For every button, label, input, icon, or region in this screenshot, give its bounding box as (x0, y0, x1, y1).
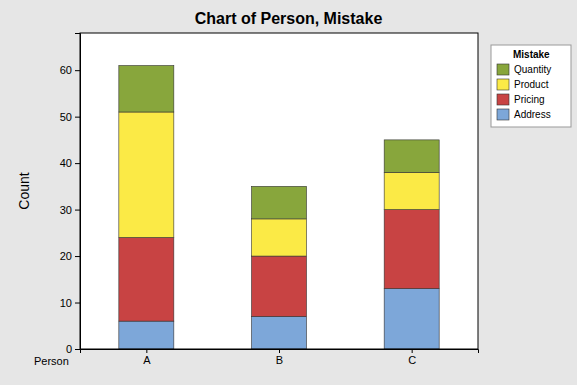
legend-swatch (497, 64, 509, 75)
y-tick-mark (75, 256, 80, 257)
bar-segment (119, 112, 174, 237)
y-tick-label: 40 (60, 157, 72, 169)
y-tick-label: 60 (60, 64, 72, 76)
legend: Mistake Quantity Product Pricing Address (491, 45, 571, 127)
bar-segment (252, 316, 307, 349)
x-axis: A B C (81, 349, 479, 366)
x-tick-label: B (276, 354, 283, 366)
bar-segment (119, 321, 174, 349)
bar-segment (384, 140, 439, 173)
background (0, 0, 577, 385)
legend-swatch (497, 79, 509, 90)
bar-segment (119, 237, 174, 321)
y-tick-mark (75, 70, 80, 71)
bar-segment (384, 172, 439, 209)
y-tick-mark (75, 117, 80, 118)
y-tick-label: 20 (60, 250, 72, 262)
legend-label: Pricing (514, 94, 545, 105)
y-tick-mark (75, 303, 80, 304)
y-tick-label: 10 (60, 297, 72, 309)
y-tick: 10 (60, 297, 80, 309)
y-tick-mark (75, 163, 80, 164)
y-axis: 0 10 20 30 40 50 60 (60, 34, 81, 356)
bar-segment (384, 289, 439, 349)
x-tick: B (276, 349, 283, 366)
legend-title: Mistake (513, 49, 550, 60)
y-axis-line (75, 34, 81, 350)
bar-segment (384, 210, 439, 289)
y-tick-label: 0 (66, 343, 72, 355)
y-tick: 20 (60, 250, 80, 262)
y-tick-label: 50 (60, 111, 72, 123)
x-tick: C (408, 349, 416, 366)
title: Chart of Person, Mistake (195, 10, 383, 27)
y-tick: 30 (60, 204, 80, 216)
x-tick-mark (146, 349, 147, 353)
legend-label: Address (514, 109, 551, 120)
legend-swatch (497, 109, 509, 120)
y-tick-label: 30 (60, 204, 72, 216)
legend-swatch (497, 94, 509, 105)
x-axis-line (81, 350, 479, 354)
x-tick-label: A (143, 354, 151, 366)
x-tick-label: C (408, 354, 416, 366)
legend-label: Quantity (514, 64, 551, 75)
bar-segment (252, 219, 307, 256)
x-tick: A (143, 349, 151, 366)
bar-segment (119, 66, 174, 112)
x-tick-mark (412, 349, 413, 353)
x-axis-title: Person (34, 355, 69, 367)
chart: 0 10 20 30 40 50 60 A B C Chart of Person, Mistake… (0, 0, 577, 385)
y-tick-mark (75, 349, 80, 350)
plot-frame (80, 33, 478, 349)
bar-segment (252, 186, 307, 219)
legend-box (491, 45, 571, 127)
y-tick: 50 (60, 111, 80, 123)
bars (119, 66, 439, 349)
y-tick-mark (75, 210, 80, 211)
y-axis-title: Count (16, 172, 32, 209)
x-tick-mark (279, 349, 280, 353)
y-tick: 60 (60, 64, 80, 76)
bar-segment (252, 256, 307, 316)
y-tick: 40 (60, 157, 80, 169)
plot-background (80, 33, 478, 349)
y-tick: 0 (66, 343, 80, 355)
legend-label: Product (514, 79, 549, 90)
